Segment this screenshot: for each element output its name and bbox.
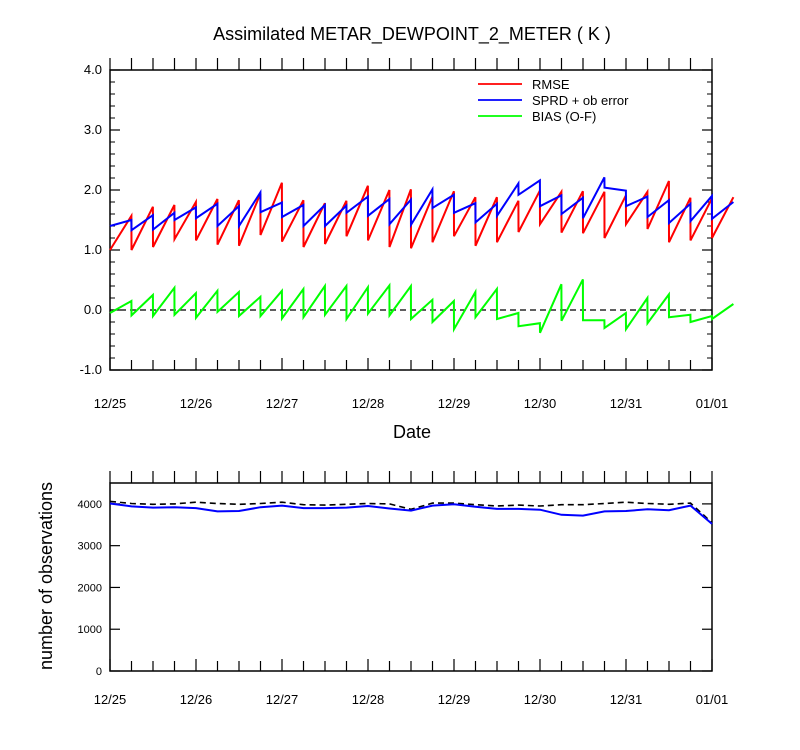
- top-y-tick-label: 4.0: [84, 62, 102, 77]
- series-line-bias-o-f-: [109, 278, 734, 334]
- top-x-tick-label: 12/29: [438, 396, 471, 411]
- bottom-y-tick-label: 2000: [78, 582, 102, 594]
- legend-label: RMSE: [532, 77, 570, 92]
- top-y-tick-label: 0.0: [84, 302, 102, 317]
- top-y-tick-label: -1.0: [80, 362, 102, 377]
- bottom-y-tick-label: 1000: [78, 624, 102, 636]
- top-x-tick-label: 01/01: [696, 396, 729, 411]
- bottom-x-tick-label: 12/27: [266, 692, 299, 707]
- bottom-x-tick-label: 12/31: [610, 692, 643, 707]
- top-x-tick-label: 12/27: [266, 396, 299, 411]
- bottom-x-tick-label: 12/28: [352, 692, 385, 707]
- top-y-tick-label: 1.0: [84, 242, 102, 257]
- top-x-tick-label: 12/31: [610, 396, 643, 411]
- bottom-y-tick-label: 4000: [78, 499, 102, 511]
- legend-label: BIAS (O-F): [532, 109, 596, 124]
- bottom-x-tick-label: 12/25: [94, 692, 127, 707]
- top-y-tick-label: 3.0: [84, 122, 102, 137]
- top-y-tick-label: 2.0: [84, 182, 102, 197]
- observations-solid-line: [109, 502, 713, 525]
- bottom-plot: 12/25 12/26 12/27 12/28 12/29 12/30 12/31 01/01…: [78, 471, 729, 707]
- observations-dashed-line: [109, 500, 713, 524]
- bottom-x-tick-label: 01/01: [696, 692, 729, 707]
- bottom-x-tick-label: 12/29: [438, 692, 471, 707]
- top-x-axis-label: Date: [393, 422, 431, 442]
- legend-label: SPRD + ob error: [532, 93, 629, 108]
- bottom-y-tick-label: 0: [96, 666, 102, 678]
- top-x-tick-label: 12/26: [180, 396, 213, 411]
- top-x-tick-label: 12/30: [524, 396, 557, 411]
- top-plot: 12/25 12/26 12/27 12/28 12/29 12/30 12/31 01/01…: [80, 58, 735, 411]
- bottom-y-tick-label: 3000: [78, 541, 102, 553]
- chart-title: Assimilated METAR_DEWPOINT_2_METER ( K ): [213, 24, 611, 45]
- top-x-tick-label: 12/25: [94, 396, 127, 411]
- top-x-tick-label: 12/28: [352, 396, 385, 411]
- bottom-y-axis-label: number of observations: [36, 482, 56, 670]
- series-line-sprd-ob-error: [109, 176, 735, 233]
- series-line-rmse: [109, 180, 735, 251]
- bottom-x-tick-label: 12/26: [180, 692, 213, 707]
- bottom-x-tick-label: 12/30: [524, 692, 557, 707]
